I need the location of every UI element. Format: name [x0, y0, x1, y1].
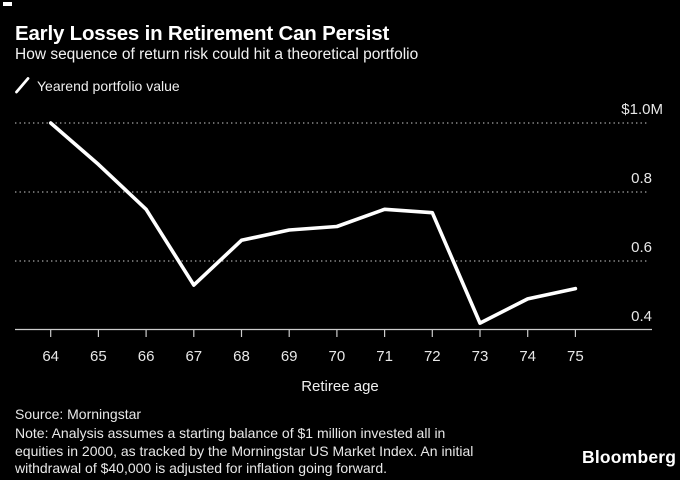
x-tick-label: 68	[233, 348, 250, 365]
chart-title: Early Losses in Retirement Can Persist	[15, 22, 390, 45]
x-tick-label: 75	[567, 348, 584, 365]
y-tick-label: 0.8	[631, 170, 652, 187]
top-left-mark	[3, 2, 12, 6]
chart-subtitle: How sequence of return risk could hit a …	[15, 46, 419, 63]
x-tick-label: 71	[376, 348, 393, 365]
note-line: equities in 2000, as tracked by the Morn…	[15, 442, 474, 459]
y-tick-label: 0.6	[631, 239, 652, 256]
y-tick-label: 0.4	[631, 308, 652, 325]
note-line: Note: Analysis assumes a starting balanc…	[15, 425, 446, 441]
y-tick-label: $1.0M	[621, 101, 663, 118]
legend-label: Yearend portfolio value	[37, 77, 180, 94]
note-text: Note: Analysis assumes a starting balanc…	[15, 425, 473, 478]
x-tick-label: 72	[424, 348, 441, 365]
x-tick-label: 66	[138, 348, 155, 365]
x-tick-label: 70	[329, 348, 346, 365]
x-tick-label: 67	[185, 348, 202, 365]
note-line: withdrawal of $40,000 is adjusted for in…	[15, 460, 387, 476]
x-tick-label: 65	[90, 348, 107, 365]
bloomberg-logo: Bloomberg	[582, 447, 677, 467]
legend: Yearend portfolio value	[15, 77, 180, 94]
x-tick-label: 64	[42, 348, 59, 365]
x-tick-label: 73	[472, 348, 489, 365]
x-tick-label: 69	[281, 348, 298, 365]
x-axis-title: Retiree age	[301, 378, 379, 395]
portfolio-value-line	[48, 121, 578, 325]
line-series-icon	[15, 77, 30, 94]
source-text: Source: Morningstar	[15, 406, 142, 422]
x-tick-label: 74	[519, 348, 536, 365]
